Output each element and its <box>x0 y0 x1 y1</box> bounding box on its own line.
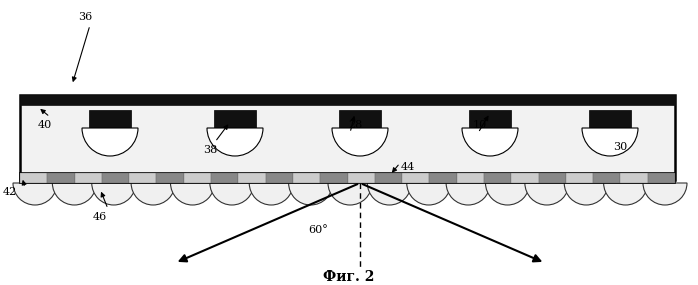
Bar <box>129 173 156 183</box>
Bar <box>47 173 75 183</box>
Wedge shape <box>446 183 490 205</box>
Text: 46: 46 <box>93 212 107 222</box>
Wedge shape <box>462 128 518 156</box>
Bar <box>102 173 129 183</box>
Bar <box>89 110 131 128</box>
Text: 40: 40 <box>38 120 52 130</box>
Text: 42: 42 <box>3 187 17 197</box>
Text: 30: 30 <box>613 142 627 152</box>
Wedge shape <box>367 183 411 205</box>
Text: 28: 28 <box>348 120 362 130</box>
Bar <box>589 110 631 128</box>
Bar <box>20 173 675 183</box>
Bar <box>20 173 47 183</box>
Bar <box>539 173 566 183</box>
Bar <box>20 95 675 105</box>
Wedge shape <box>407 183 451 205</box>
Bar <box>621 173 648 183</box>
Bar <box>375 173 402 183</box>
Bar <box>469 110 511 128</box>
Wedge shape <box>328 183 372 205</box>
Bar <box>184 173 211 183</box>
Bar <box>593 173 621 183</box>
Wedge shape <box>332 128 388 156</box>
Bar <box>320 173 348 183</box>
Bar <box>156 173 184 183</box>
Wedge shape <box>486 183 530 205</box>
Wedge shape <box>289 183 333 205</box>
Wedge shape <box>643 183 687 205</box>
Bar <box>214 110 256 128</box>
Bar <box>348 173 375 183</box>
Bar <box>484 173 511 183</box>
Wedge shape <box>91 183 135 205</box>
Wedge shape <box>170 183 214 205</box>
Wedge shape <box>210 183 254 205</box>
Bar <box>20 95 675 180</box>
Wedge shape <box>582 128 638 156</box>
Text: 10: 10 <box>473 120 487 130</box>
Text: 44: 44 <box>401 162 415 172</box>
Text: 38: 38 <box>203 145 217 155</box>
Bar <box>648 173 675 183</box>
Wedge shape <box>525 183 569 205</box>
Bar <box>429 173 456 183</box>
Bar <box>266 173 293 183</box>
Bar <box>211 173 238 183</box>
Bar <box>566 173 593 183</box>
Text: 36: 36 <box>78 12 92 22</box>
Text: 60°: 60° <box>308 225 328 235</box>
Wedge shape <box>604 183 648 205</box>
Bar <box>293 173 320 183</box>
Bar <box>511 173 539 183</box>
Text: Фиг. 2: Фиг. 2 <box>323 270 375 284</box>
Wedge shape <box>249 183 293 205</box>
Bar <box>339 110 381 128</box>
Wedge shape <box>131 183 175 205</box>
Wedge shape <box>52 183 96 205</box>
Bar <box>238 173 266 183</box>
Bar <box>75 173 102 183</box>
Wedge shape <box>82 128 138 156</box>
Wedge shape <box>207 128 263 156</box>
Wedge shape <box>564 183 608 205</box>
Wedge shape <box>13 183 57 205</box>
Bar <box>456 173 484 183</box>
Bar <box>402 173 429 183</box>
